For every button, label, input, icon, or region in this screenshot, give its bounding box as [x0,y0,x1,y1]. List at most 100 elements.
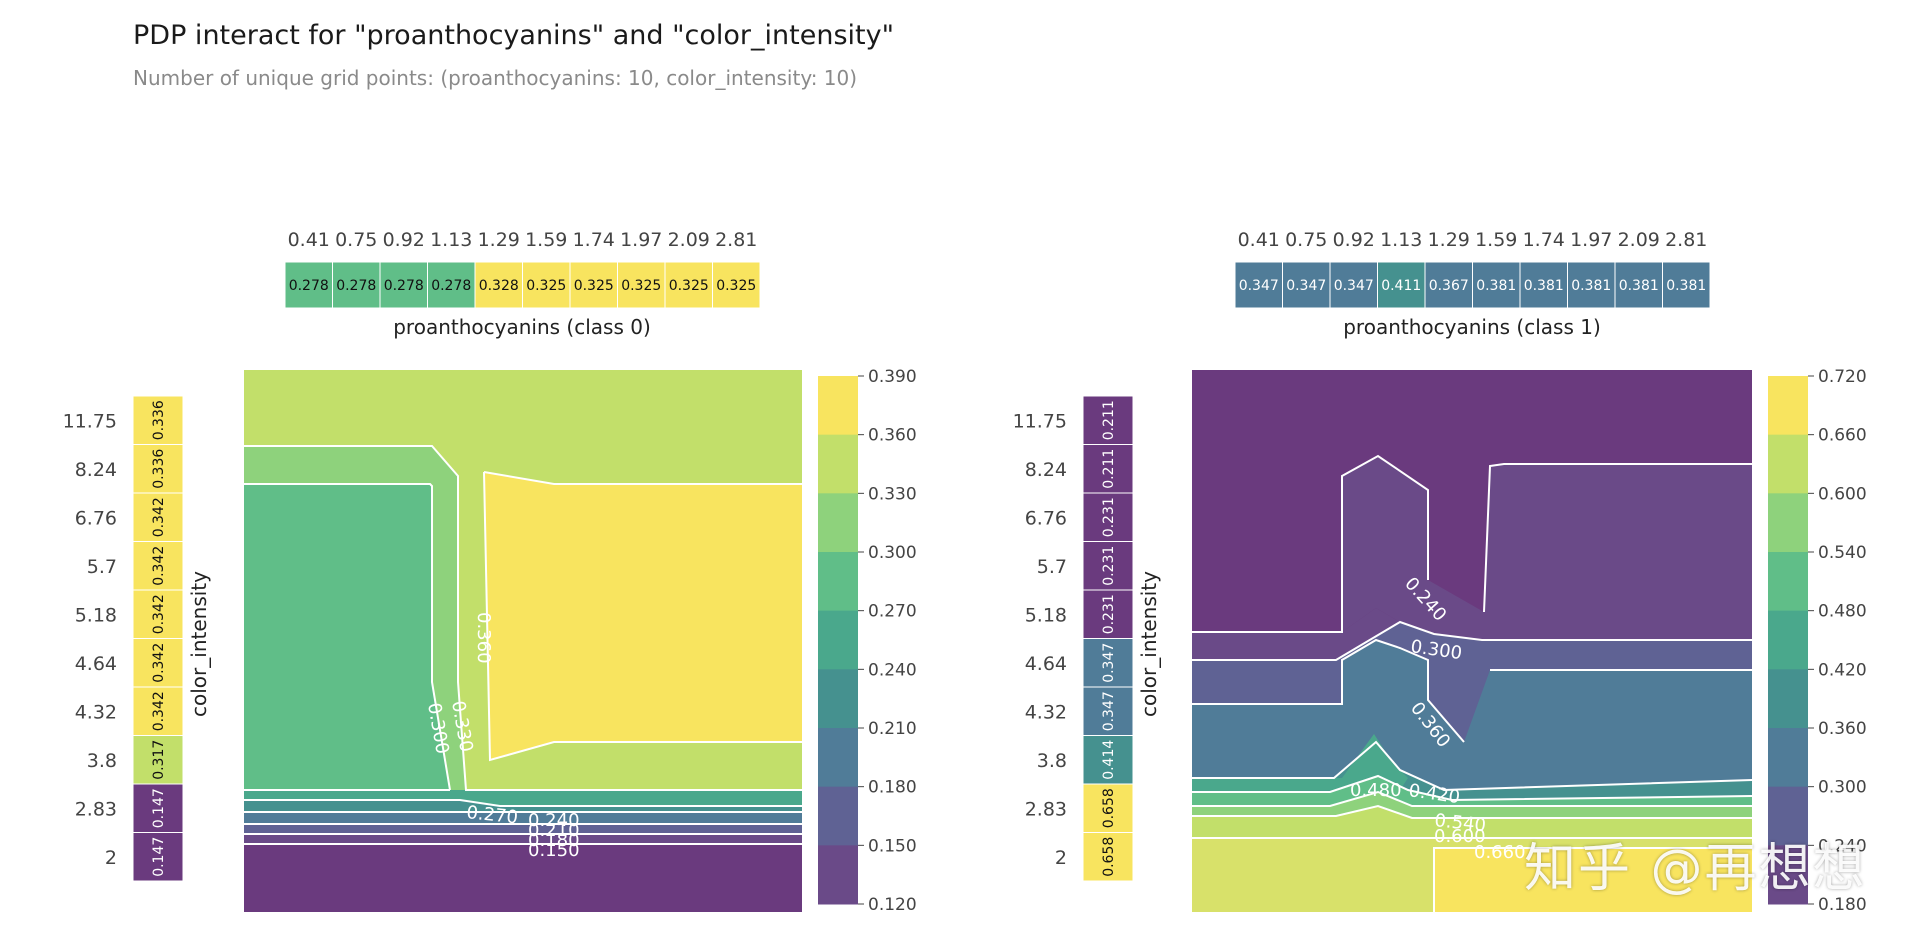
y-tick-label: 3.8 [1037,750,1067,772]
y-tick-label: 3.8 [87,750,117,772]
x-marginal-value: 0.328 [479,278,519,294]
x-marginal-cell [284,261,333,309]
colorbar-tick-label: 0.720 [1818,367,1867,387]
colorbar-segment [818,493,858,553]
x-marginal-value: 0.381 [1666,278,1706,294]
y-marginal-value: 0.211 [1101,449,1117,489]
colorbar-tick-label: 0.180 [1818,895,1867,915]
y-marginal-cell [132,589,184,639]
colorbar-segment [818,376,858,436]
colorbar-tick-label: 0.180 [868,778,917,798]
y-marginal-cell [132,735,184,785]
x-marginal-cell [1234,261,1283,309]
colorbar-tick-label: 0.600 [1818,484,1867,504]
x-marginal-class1: 0.347 0.41 0.347 0.75 0.347 0.92 0.411 1.13 0.36… [1234,229,1711,309]
x-marginal-cell [1662,261,1711,309]
x-tick-label: 0.75 [1285,229,1327,251]
x-marginal-value: 0.381 [1524,278,1564,294]
x-marginal-cell [332,261,381,309]
y-marginal-value: 0.211 [1101,400,1117,440]
y-marginal-value: 0.231 [1101,497,1117,537]
colorbar-segment [1768,493,1808,553]
colorbar-tick-label: 0.330 [868,484,917,504]
x-marginal-value: 0.278 [289,278,329,294]
y-marginal-cell [132,638,184,688]
y-tick-label: 5.18 [1025,604,1067,626]
colorbar-tick-label: 0.360 [868,426,917,446]
colorbar-segment [1768,728,1808,788]
y-tick-label: 2 [1055,847,1067,869]
x-tick-label: 0.41 [1238,229,1280,251]
y-marginal-class0: 0.336 11.75 0.336 8.24 0.342 6.76 0.342 5.7 0.34… [63,395,184,882]
colorbar-segment [1768,552,1808,612]
x-marginal-value: 0.278 [384,278,424,294]
y-marginal-value: 0.342 [151,691,167,731]
y-marginal-cell [132,832,184,882]
colorbar-tick-label: 0.240 [1818,836,1867,856]
y-tick-label: 4.64 [1025,653,1067,675]
x-tick-label: 2.81 [715,229,757,251]
x-marginal-value: 0.411 [1381,278,1421,294]
y-tick-label: 2 [105,847,117,869]
x-tick-label: 1.74 [573,229,615,251]
x-marginal-value: 0.347 [1239,278,1279,294]
colorbar-segment [1768,845,1808,905]
colorbar-class0: 0.390 0.360 0.330 0.300 0.270 0.240 0.210 0.180… [818,367,917,915]
y-marginal-cell [1082,686,1134,736]
y-marginal-value: 0.342 [151,643,167,683]
colorbar-tick-label: 0.300 [868,543,917,563]
x-marginal-value: 0.347 [1334,278,1374,294]
y-tick-label: 5.18 [75,604,117,626]
y-marginal-cell [1082,832,1134,882]
y-marginal-value: 0.342 [151,497,167,537]
colorbar-class1: 0.720 0.660 0.600 0.540 0.480 0.420 0.360 0.300… [1768,367,1867,915]
y-marginal-value: 0.336 [151,449,167,489]
y-marginal-cell [132,541,184,591]
y-marginal-cell [1082,783,1134,833]
x-marginal-cell [1567,261,1616,309]
y-tick-label: 5.7 [87,556,117,578]
y-tick-label: 6.76 [1025,507,1067,529]
x-marginal-cell [379,261,428,309]
x-tick-label: 1.29 [1428,229,1470,251]
watermark: 知乎 @再想想 [1524,839,1867,899]
colorbar-tick-label: 0.360 [1818,719,1867,739]
x-marginal-value: 0.325 [716,278,756,294]
x-tick-label: 0.75 [335,229,377,251]
colorbar-tick-label: 0.240 [868,660,917,680]
contour-label: 0.150 [528,840,580,861]
x-marginal-cell [617,261,666,309]
colorbar-segment [818,610,858,670]
colorbar-tick-label: 0.480 [1818,602,1867,622]
x-marginal-value: 0.325 [621,278,661,294]
x-tick-label: 0.92 [383,229,425,251]
y-marginal-value: 0.231 [1101,594,1117,634]
x-tick-label: 0.92 [1333,229,1375,251]
colorbar-segment [818,786,858,846]
x-marginal-cell [569,261,618,309]
contour-label: 0.660 [1474,842,1526,863]
x-tick-label: 2.09 [668,229,710,251]
y-marginal-value: 0.147 [151,788,167,828]
x-marginal-value: 0.325 [574,278,614,294]
contour-label: 0.360 [473,612,494,664]
x-marginal-value: 0.367 [1429,278,1469,294]
x-marginal-value: 0.278 [431,278,471,294]
y-tick-label: 8.24 [75,459,117,481]
y-marginal-value: 0.658 [1101,837,1117,877]
contour-label: 0.210 [528,820,580,841]
x-marginal-cell [1329,261,1378,309]
y-marginal-value: 0.317 [151,740,167,780]
colorbar-segment [1768,434,1808,494]
contour-label: 0.600 [1434,826,1486,847]
x-tick-label: 2.09 [1618,229,1660,251]
y-marginal-value: 0.336 [151,400,167,440]
colorbar-tick-label: 0.210 [868,719,917,739]
colorbar-tick-label: 0.660 [1818,426,1867,446]
y-marginal-cell [1082,541,1134,591]
y-tick-label: 2.83 [1025,798,1067,820]
colorbar-segment [818,728,858,788]
y-marginal-cell [1082,395,1134,445]
x-marginal-value: 0.325 [669,278,709,294]
colorbar-segment [818,552,858,612]
